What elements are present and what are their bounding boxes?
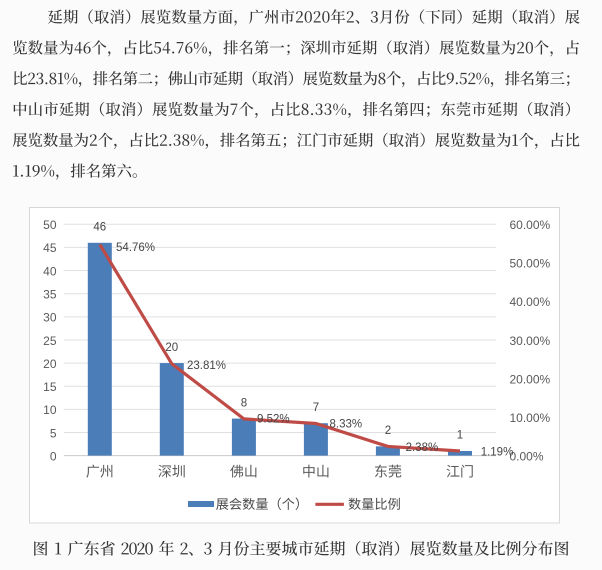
svg-text:60.00%: 60.00% <box>510 218 551 232</box>
svg-text:50: 50 <box>43 218 57 232</box>
svg-text:15: 15 <box>43 380 57 394</box>
svg-text:35: 35 <box>43 287 57 301</box>
svg-text:10: 10 <box>43 403 57 417</box>
svg-text:20: 20 <box>43 357 57 371</box>
svg-text:1: 1 <box>457 430 463 442</box>
svg-text:0: 0 <box>50 449 57 463</box>
svg-text:2: 2 <box>385 425 391 437</box>
svg-text:5: 5 <box>50 426 57 440</box>
svg-text:30.00%: 30.00% <box>510 334 551 348</box>
svg-text:45: 45 <box>43 241 57 255</box>
svg-text:23.81%: 23.81% <box>187 360 226 372</box>
svg-text:8.33%: 8.33% <box>330 419 363 431</box>
svg-text:10.00%: 10.00% <box>510 411 551 425</box>
svg-text:9.52%: 9.52% <box>257 413 290 425</box>
svg-text:20.00%: 20.00% <box>510 372 551 386</box>
svg-text:50.00%: 50.00% <box>510 257 551 271</box>
svg-text:40.00%: 40.00% <box>510 295 551 309</box>
svg-text:54.76%: 54.76% <box>116 242 155 254</box>
svg-text:8: 8 <box>241 397 247 409</box>
svg-text:0.00%: 0.00% <box>510 449 544 463</box>
svg-text:46: 46 <box>93 222 106 234</box>
svg-text:30: 30 <box>43 311 57 325</box>
svg-text:1.19%: 1.19% <box>481 446 514 458</box>
svg-text:20: 20 <box>165 342 178 354</box>
svg-text:7: 7 <box>313 402 319 414</box>
svg-text:40: 40 <box>43 264 57 278</box>
svg-text:25: 25 <box>43 334 57 348</box>
svg-text:2.38%: 2.38% <box>406 442 439 454</box>
